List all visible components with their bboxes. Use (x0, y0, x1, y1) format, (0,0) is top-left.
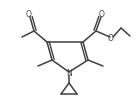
Text: N: N (66, 69, 72, 78)
Text: O: O (108, 33, 114, 43)
Text: O: O (99, 9, 105, 18)
Text: O: O (26, 9, 32, 18)
